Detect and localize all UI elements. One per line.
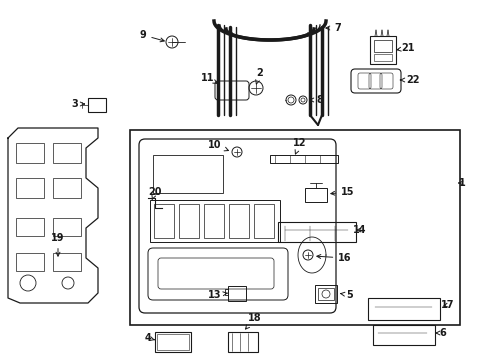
Text: 12: 12 (293, 138, 307, 154)
Text: 17: 17 (441, 300, 455, 310)
Bar (229, 204, 249, 238)
Text: 21: 21 (397, 43, 415, 53)
Text: 3: 3 (72, 99, 84, 109)
Bar (153, 155, 223, 193)
Bar (204, 204, 224, 238)
Text: 19: 19 (51, 233, 65, 256)
Bar (150, 200, 280, 242)
Bar (228, 286, 246, 301)
Text: 4: 4 (145, 333, 154, 343)
Text: 7: 7 (326, 23, 342, 33)
Text: 6: 6 (436, 328, 446, 338)
Bar (368, 298, 440, 320)
Text: 16: 16 (317, 253, 352, 263)
Text: 15: 15 (331, 187, 355, 197)
Bar (16, 178, 44, 198)
Bar (305, 188, 327, 202)
Bar (16, 143, 44, 163)
Bar (228, 332, 258, 352)
Text: 13: 13 (208, 290, 227, 300)
Text: 18: 18 (245, 313, 262, 329)
Bar (373, 325, 435, 345)
Bar (374, 40, 392, 52)
Bar (318, 288, 334, 300)
Text: 10: 10 (208, 140, 228, 151)
Text: 9: 9 (140, 30, 164, 42)
Bar (370, 36, 396, 64)
Bar (154, 204, 174, 238)
Bar (16, 218, 44, 236)
Bar (157, 334, 189, 350)
Bar (254, 204, 274, 238)
Bar (315, 285, 337, 303)
Text: 14: 14 (353, 225, 367, 235)
Bar (155, 332, 191, 352)
Text: 20: 20 (148, 187, 162, 200)
Text: 22: 22 (400, 75, 420, 85)
Bar (53, 143, 81, 163)
Bar (53, 218, 81, 236)
Text: 2: 2 (256, 68, 264, 84)
Text: 11: 11 (201, 73, 218, 84)
Bar (374, 54, 392, 61)
Bar (16, 253, 44, 271)
Text: 5: 5 (341, 290, 353, 300)
Bar (53, 178, 81, 198)
Bar (179, 204, 199, 238)
Bar (53, 253, 81, 271)
Bar (130, 130, 460, 325)
Text: 1: 1 (459, 178, 466, 188)
Bar (270, 155, 338, 163)
Bar (278, 222, 356, 242)
Bar (88, 98, 106, 112)
Text: 8: 8 (310, 95, 323, 105)
